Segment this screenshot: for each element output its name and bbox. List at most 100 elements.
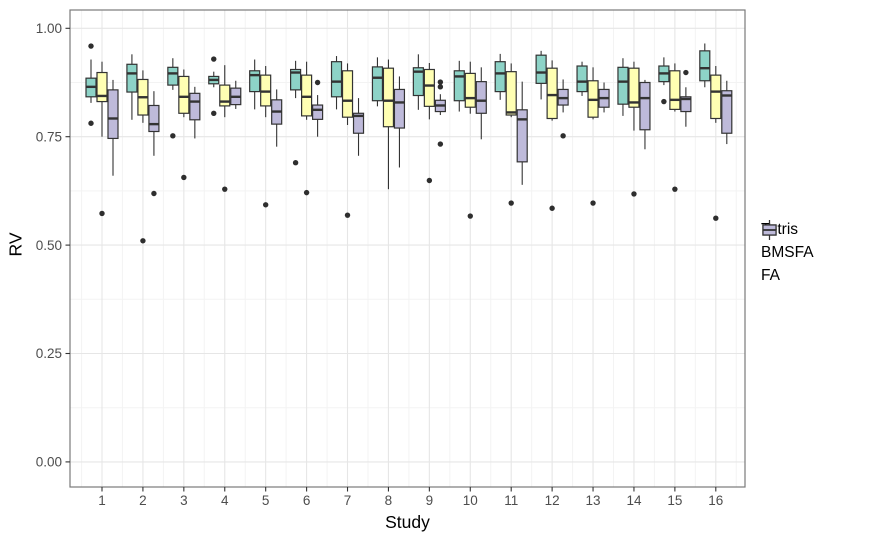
x-tick-label: 8 <box>385 493 393 508</box>
box-bmsfa-study-12 <box>546 60 558 211</box>
box-fa-study-4 <box>230 80 242 109</box>
box-bmsfa-study-3 <box>178 69 190 181</box>
legend-entry-fa: FA <box>761 220 814 286</box>
x-tick-label: 14 <box>626 493 642 508</box>
box-fa-study-7 <box>352 98 365 156</box>
outlier-point <box>661 98 667 105</box>
box-tetris-study-11 <box>494 53 506 100</box>
box-fa-study-11 <box>516 81 528 185</box>
box-fa-study-16 <box>721 80 733 145</box>
outlier-point <box>672 186 678 192</box>
box-bmsfa-study-5 <box>260 66 272 208</box>
box-tetris-study-8 <box>371 57 384 107</box>
outlier-point <box>303 189 310 196</box>
outlier-point <box>314 79 321 86</box>
outlier-point <box>631 191 637 197</box>
x-tick-label: 5 <box>262 493 270 508</box>
box-fa-study-15 <box>680 69 692 127</box>
box-bmsfa-study-15 <box>669 63 681 192</box>
box-tetris-study-6 <box>290 60 302 166</box>
panel-border <box>69 9 746 488</box>
box-tetris-study-5 <box>249 59 261 110</box>
legend: Tetris BMSFA FA <box>761 219 814 286</box>
box-fa-study-13 <box>598 82 610 113</box>
outlier-point <box>560 133 566 139</box>
box-tetris-study-13 <box>576 61 588 96</box>
box-bmsfa-study-14 <box>628 61 640 197</box>
x-tick-label: 11 <box>504 493 518 508</box>
outlier-point <box>437 84 444 90</box>
outlier-point <box>211 110 217 116</box>
box-tetris-study-9 <box>412 54 424 110</box>
box-bmsfa-study-16 <box>710 66 722 221</box>
outlier-point <box>151 190 157 197</box>
box-tetris-study-1 <box>85 43 97 126</box>
outlier-point <box>181 174 187 181</box>
outlier-point <box>437 79 444 85</box>
x-tick-label: 15 <box>667 493 682 508</box>
outlier-point <box>508 200 514 206</box>
y-tick-label: 0.00 <box>36 455 62 470</box>
outlier-point <box>222 186 228 192</box>
box-tetris-study-4 <box>208 56 220 116</box>
legend-entry-bmsfa: BMSFA <box>761 220 814 263</box>
box-tetris-study-14 <box>617 58 629 116</box>
legend-label: FA <box>761 267 780 284</box>
legend-label: BMSFA <box>761 244 814 261</box>
box-fa-study-14 <box>639 79 651 150</box>
outlier-point <box>88 120 94 126</box>
outlier-point <box>140 238 146 244</box>
x-tick-label: 13 <box>586 493 601 508</box>
x-tick-label: 10 <box>463 493 478 508</box>
x-tick-label: 2 <box>139 493 147 508</box>
box-fa-study-1 <box>107 79 119 176</box>
x-tick-label: 16 <box>708 493 723 508</box>
x-tick-label: 9 <box>426 493 434 508</box>
outlier-point <box>211 56 217 62</box>
box-fa-study-2 <box>148 91 160 197</box>
x-tick-label: 1 <box>98 493 106 508</box>
box-tetris-study-15 <box>658 57 670 105</box>
box-bmsfa-study-13 <box>587 67 599 206</box>
x-tick-label: 3 <box>180 493 188 508</box>
outlier-point <box>426 177 433 184</box>
y-axis-title: RV <box>5 232 26 257</box>
box-bmsfa-study-1 <box>96 61 108 217</box>
outlier-point <box>549 205 555 211</box>
box-fa-study-9 <box>434 79 446 147</box>
box-bmsfa-study-7 <box>341 63 354 218</box>
box-fa-study-8 <box>393 76 406 168</box>
x-axis-title: Study <box>385 512 430 532</box>
box-tetris-study-2 <box>126 54 138 120</box>
outlier-point <box>467 213 473 219</box>
y-tick-label: 0.75 <box>36 129 62 144</box>
box-bmsfa-study-10 <box>464 61 476 219</box>
box-fa-study-6 <box>312 79 324 137</box>
y-tick-label: 1.00 <box>36 21 62 36</box>
box-bmsfa-study-4 <box>219 65 231 192</box>
outlier-point <box>590 200 596 206</box>
x-tick-label: 7 <box>344 493 352 508</box>
outlier-point <box>262 202 269 208</box>
outlier-point <box>292 160 299 166</box>
box-bmsfa-study-2 <box>137 70 149 244</box>
box-fa-study-5 <box>271 89 283 147</box>
box-tetris-study-10 <box>453 60 465 112</box>
outlier-point <box>88 43 94 49</box>
x-tick-label: 4 <box>221 493 229 508</box>
box-fa-study-3 <box>189 86 201 139</box>
x-tick-label: 6 <box>303 493 311 508</box>
box-tetris-study-7 <box>330 56 343 110</box>
box-fa-study-10 <box>475 67 487 140</box>
y-tick-label: 0.25 <box>36 346 62 361</box>
outlier-point <box>99 210 105 217</box>
box-tetris-study-3 <box>167 58 179 139</box>
legend-key-fa <box>762 220 777 240</box>
y-tick-label: 0.50 <box>36 238 62 253</box>
box-tetris-study-16 <box>699 43 711 88</box>
box-bmsfa-study-9 <box>423 62 435 184</box>
outlier-point <box>344 212 351 218</box>
box-bmsfa-study-6 <box>301 61 313 196</box>
